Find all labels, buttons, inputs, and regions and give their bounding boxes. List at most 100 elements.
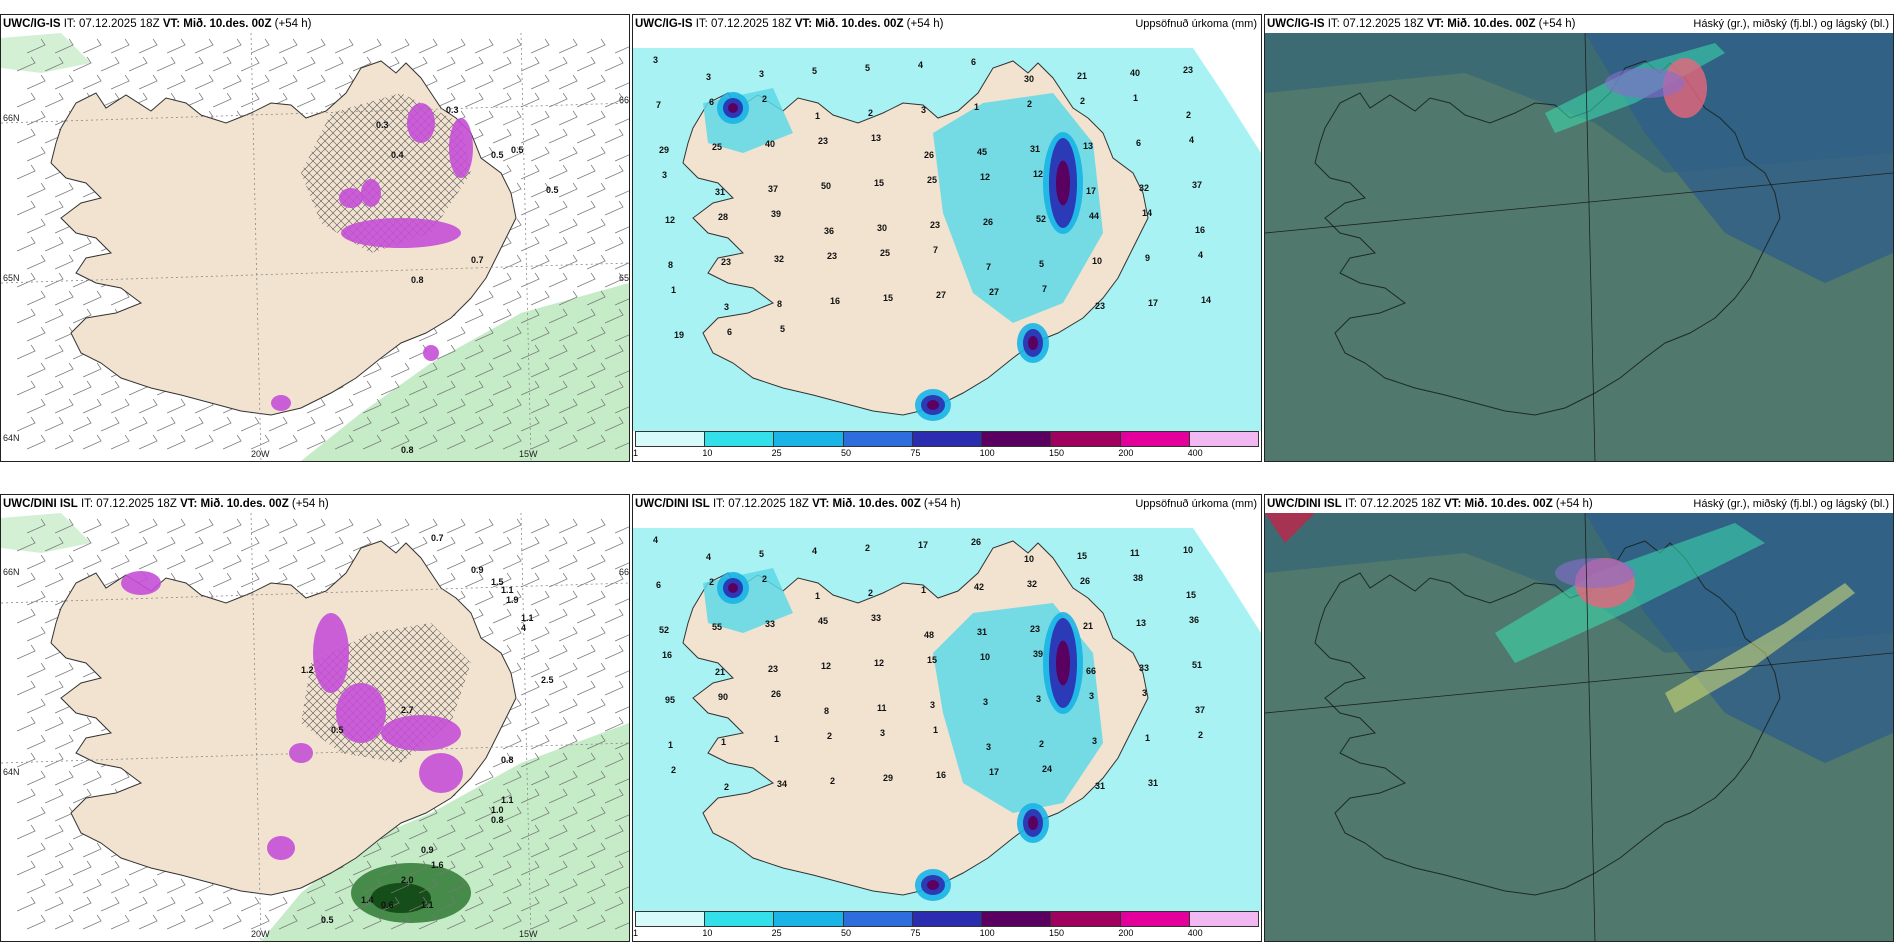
precip-value: 2 <box>762 574 767 584</box>
wind-barb <box>558 218 578 234</box>
wind-barb <box>44 680 64 696</box>
wind-barb <box>586 662 606 678</box>
wind-barb <box>530 326 550 342</box>
wind-barb <box>520 56 540 72</box>
precip-value: 26 <box>971 537 981 547</box>
precip-value: 25 <box>880 248 890 258</box>
wind-barb <box>520 572 540 588</box>
wind-barb <box>390 518 410 534</box>
wind-barb <box>166 914 186 930</box>
precip-value: 24 <box>1042 764 1052 774</box>
wind-barb <box>212 416 232 432</box>
precip-value: 44 <box>1089 211 1099 221</box>
wind-barb <box>110 290 130 306</box>
wind-barb <box>530 770 550 786</box>
wind-barb <box>296 536 316 552</box>
colorbar-tick: 50 <box>841 448 852 458</box>
wind-barb <box>306 878 326 894</box>
precip-value: 32 <box>1139 183 1149 193</box>
wind-barb <box>26 74 46 90</box>
map-precip[interactable]: 3 3 3 5 5 4 6 30 21 40 23 7 6 2 1 2 3 1 2 2 1 2 29 25 40 23 13 26 45… <box>633 33 1261 461</box>
precip-value: 23 <box>930 220 940 230</box>
wind-barb <box>26 518 46 534</box>
wind-barb <box>380 380 400 396</box>
wind-barb <box>558 290 578 306</box>
wind-barb <box>128 896 148 912</box>
precip-value: 1 <box>1145 733 1150 743</box>
wind-barb <box>54 290 74 306</box>
precip-value: 3 <box>724 302 729 312</box>
precip-value: 3 <box>986 742 991 752</box>
wind-barb <box>44 788 64 804</box>
wind-barb <box>166 434 186 450</box>
precip-value: 2 <box>709 577 714 587</box>
wind-barb <box>352 416 372 432</box>
map-wind-snow[interactable]: 66N 65N 64N 20W 15W 66N 65N 0.3 0.3 0.4 0.5 0.5 0.8 0… <box>1 33 629 461</box>
wind-barb <box>16 380 36 396</box>
wind-barb <box>72 308 92 324</box>
map-precip[interactable]: 4 4 5 4 2 17 26 10 15 11 10 6 2 2 1 2 1 42 32 26 38 15 52 55 33 4… <box>633 513 1261 941</box>
precip-value: 26 <box>983 217 993 227</box>
precip-value: 7 <box>933 245 938 255</box>
wind-barb <box>418 362 438 378</box>
wind-barb <box>502 434 522 450</box>
wind-barb <box>586 434 606 450</box>
wind-barb <box>194 914 214 930</box>
wind-barb <box>82 398 102 414</box>
precip-value: 2 <box>868 108 873 118</box>
wind-barb <box>520 200 540 216</box>
wind-barb <box>418 842 438 858</box>
precip-value: 39 <box>1033 649 1043 659</box>
wind-barb <box>492 752 512 768</box>
value-label: 0.5 <box>331 725 344 735</box>
wind-barb <box>44 92 64 108</box>
wind-barb <box>492 56 512 72</box>
wind-barb <box>222 518 242 534</box>
wind-barb <box>436 92 456 108</box>
wind-barb <box>26 110 46 126</box>
wind-barb <box>82 842 102 858</box>
wind-barb <box>138 914 158 930</box>
wind-barb <box>156 536 176 552</box>
wind-barb <box>380 860 400 876</box>
wind-barb <box>464 308 484 324</box>
wind-barb <box>492 92 512 108</box>
wind-barb <box>82 878 102 894</box>
wind-barb <box>16 680 36 696</box>
wind-barb <box>390 914 410 930</box>
wind-barb <box>184 896 204 912</box>
precip-value: 26 <box>1080 576 1090 586</box>
wind-barb <box>446 434 466 450</box>
axis-label: 66N <box>619 567 629 577</box>
precip-value: 3 <box>1092 736 1097 746</box>
value-label: 0.9 <box>421 845 434 855</box>
wind-barb <box>166 38 186 54</box>
wind-barb <box>604 536 624 552</box>
wind-barb <box>464 536 484 552</box>
map-cloud[interactable] <box>1265 33 1893 461</box>
wind-barb <box>436 860 456 876</box>
wind-barb <box>408 824 428 840</box>
wind-barb <box>530 38 550 54</box>
value-label: 0.8 <box>501 755 514 765</box>
wind-barb <box>44 416 64 432</box>
wind-barb <box>464 56 484 72</box>
wind-barb <box>492 824 512 840</box>
wind-barb <box>586 218 606 234</box>
wind-barb <box>26 806 46 822</box>
wind-barb <box>558 254 578 270</box>
map-cloud[interactable] <box>1265 513 1893 941</box>
wind-barb <box>26 254 46 270</box>
snow-blob <box>121 571 161 595</box>
precip-value: 27 <box>989 287 999 297</box>
wind-barb <box>474 842 494 858</box>
wind-barb <box>474 398 494 414</box>
colorbar-tick: 25 <box>771 448 782 458</box>
precip-value: 17 <box>1148 298 1158 308</box>
wind-barb <box>166 518 186 534</box>
wind-barb <box>604 236 624 252</box>
wind-barb <box>520 344 540 360</box>
wind-barb <box>16 644 36 660</box>
wind-barb <box>530 878 550 894</box>
map-wind-snow[interactable]: 66N64N20W15W66N0.70.91.51.11.91.142.50.8… <box>1 513 629 941</box>
